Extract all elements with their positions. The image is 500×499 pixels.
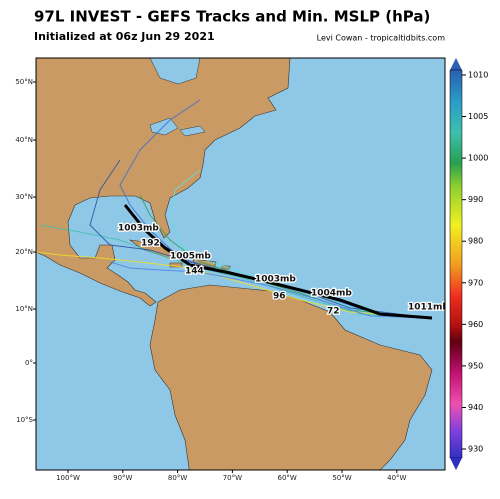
track-annotation: 1004mb (311, 289, 352, 299)
colorbar-label: 980 (468, 237, 483, 246)
lat-label: 30°N (15, 193, 33, 201)
lon-label: 40°W (387, 474, 406, 482)
colorbar-label: 930 (468, 445, 483, 454)
map-frame (35, 57, 446, 471)
lon-label: 70°W (223, 474, 242, 482)
colorbar-label: 940 (468, 403, 483, 412)
colorbar (449, 69, 463, 459)
track-annotation: 192 (141, 239, 160, 249)
track-annotation: 1003mb (118, 224, 159, 234)
colorbar-label: 960 (468, 320, 483, 329)
colorbar-top-arrow (450, 58, 462, 70)
lon-label: 90°W (113, 474, 132, 482)
map: 1003mb 192 1005mb 144 1003mb 96 1004mb 72 1011mb (36, 58, 449, 470)
track-annotation: 1005mb (170, 252, 211, 262)
colorbar-label: 1005 (468, 112, 488, 121)
track-annotation: 1011mb (408, 303, 449, 313)
lat-label: 0° (25, 359, 33, 367)
lon-label: 60°W (278, 474, 297, 482)
title: 97L INVEST - GEFS Tracks and Min. MSLP (… (34, 8, 430, 26)
colorbar-bottom-arrow (450, 458, 462, 470)
colorbar-label: 1010 (468, 71, 488, 80)
lat-label: 10°S (16, 416, 33, 424)
colorbar-label: 970 (468, 278, 483, 287)
lat-label: 20°N (15, 248, 33, 256)
lon-label: 100°W (56, 474, 80, 482)
track-annotation: 96 (273, 292, 286, 302)
lat-label: 10°N (15, 305, 33, 313)
mean-track (123, 204, 433, 320)
colorbar-label: 990 (468, 195, 483, 204)
lon-label: 50°W (332, 474, 351, 482)
track-annotation: 144 (185, 267, 204, 277)
lat-label: 40°N (15, 136, 33, 144)
lakes (149, 58, 206, 137)
colorbar-label: 950 (468, 361, 483, 370)
subtitle: Initialized at 06z Jun 29 2021 (34, 30, 215, 43)
track-annotation: 1003mb (255, 275, 296, 285)
track-annotation: 72 (327, 307, 340, 317)
lon-label: 80°W (168, 474, 187, 482)
lat-label: 50°N (15, 78, 33, 86)
credit: Levi Cowan - tropicaltidbits.com (317, 34, 446, 43)
colorbar-label: 1000 (468, 154, 488, 163)
